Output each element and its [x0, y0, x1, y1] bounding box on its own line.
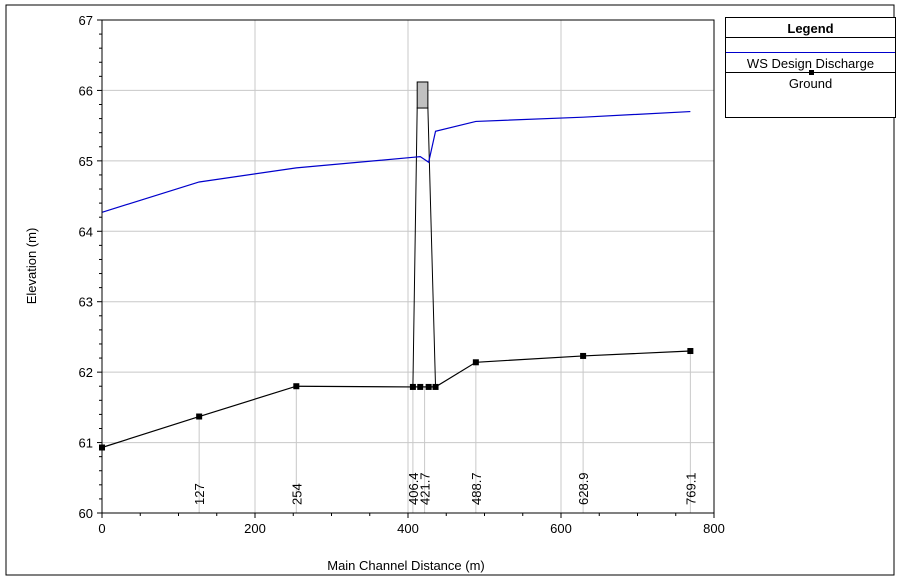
chart-frame: [5, 4, 895, 576]
ground-point: [417, 383, 424, 390]
legend-title: Legend: [726, 18, 895, 38]
y-tick-label: 65: [79, 154, 93, 169]
legend-entry-ws: WS Design Discharge: [726, 38, 895, 76]
legend-marker-ground: [809, 70, 814, 75]
bridge-piers-outline: [412, 107, 437, 388]
y-tick-label: 67: [79, 13, 93, 28]
y-tick-label: 64: [79, 224, 93, 239]
station-label: 421.7: [418, 472, 433, 505]
x-tick-label: 200: [244, 521, 266, 536]
ground-point: [472, 359, 479, 366]
legend-label-ws: WS Design Discharge: [746, 56, 875, 71]
ground-point: [196, 413, 203, 420]
x-axis-label: Main Channel Distance (m): [327, 558, 485, 573]
x-tick-label: 800: [703, 521, 725, 536]
ground-point: [409, 383, 416, 390]
legend-entry-ground: Ground: [726, 70, 895, 114]
ground-point: [687, 348, 694, 355]
x-tick-label: 0: [98, 521, 105, 536]
x-tick-label: 400: [397, 521, 419, 536]
station-label: 406.4: [406, 472, 421, 505]
legend: Legend WS Design Discharge Ground: [725, 17, 896, 118]
y-axis-label: Elevation (m): [24, 228, 39, 305]
ground-line: [101, 350, 691, 449]
y-tick-label: 66: [79, 83, 93, 98]
station-label: 628.9: [576, 472, 591, 505]
station-label: 488.7: [469, 472, 484, 505]
ground-point: [432, 383, 439, 390]
y-tick-label: 60: [79, 506, 93, 521]
ground-point: [425, 383, 432, 390]
ground-point: [580, 352, 587, 359]
bridge-deck: [416, 81, 429, 109]
ground-point: [293, 383, 300, 390]
station-label: 127: [192, 483, 207, 505]
y-tick-label: 63: [79, 295, 93, 310]
y-tick-label: 62: [79, 365, 93, 380]
y-tick-label: 61: [79, 436, 93, 451]
x-tick-label: 600: [550, 521, 572, 536]
legend-line-ws: [726, 52, 895, 53]
station-label: 769.1: [683, 472, 698, 505]
legend-label-ground: Ground: [788, 76, 833, 91]
station-label: 254: [289, 483, 304, 505]
ws-design-discharge-line: [101, 110, 691, 213]
